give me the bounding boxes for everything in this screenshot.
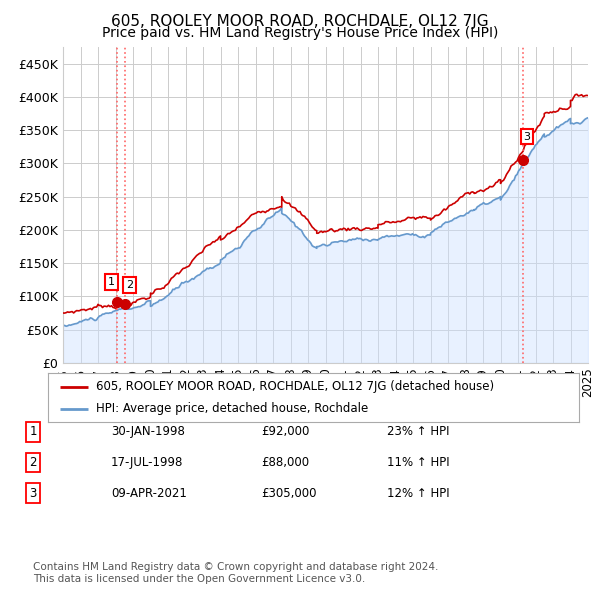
Text: 2: 2 — [126, 280, 133, 290]
Text: HPI: Average price, detached house, Rochdale: HPI: Average price, detached house, Roch… — [96, 402, 368, 415]
Text: 1: 1 — [108, 277, 115, 287]
Text: 11% ↑ HPI: 11% ↑ HPI — [387, 456, 449, 469]
Text: Contains HM Land Registry data © Crown copyright and database right 2024.
This d: Contains HM Land Registry data © Crown c… — [33, 562, 439, 584]
Text: 3: 3 — [29, 487, 37, 500]
Text: 605, ROOLEY MOOR ROAD, ROCHDALE, OL12 7JG: 605, ROOLEY MOOR ROAD, ROCHDALE, OL12 7J… — [111, 14, 489, 28]
Text: 605, ROOLEY MOOR ROAD, ROCHDALE, OL12 7JG (detached house): 605, ROOLEY MOOR ROAD, ROCHDALE, OL12 7J… — [96, 380, 494, 393]
Text: 30-JAN-1998: 30-JAN-1998 — [111, 425, 185, 438]
Text: Price paid vs. HM Land Registry's House Price Index (HPI): Price paid vs. HM Land Registry's House … — [102, 26, 498, 40]
Text: 2: 2 — [29, 456, 37, 469]
Text: 3: 3 — [524, 132, 530, 142]
Text: 1: 1 — [29, 425, 37, 438]
Text: 12% ↑ HPI: 12% ↑ HPI — [387, 487, 449, 500]
Text: 09-APR-2021: 09-APR-2021 — [111, 487, 187, 500]
Text: 17-JUL-1998: 17-JUL-1998 — [111, 456, 184, 469]
Text: 23% ↑ HPI: 23% ↑ HPI — [387, 425, 449, 438]
Text: £88,000: £88,000 — [261, 456, 309, 469]
Text: £92,000: £92,000 — [261, 425, 310, 438]
Text: £305,000: £305,000 — [261, 487, 317, 500]
